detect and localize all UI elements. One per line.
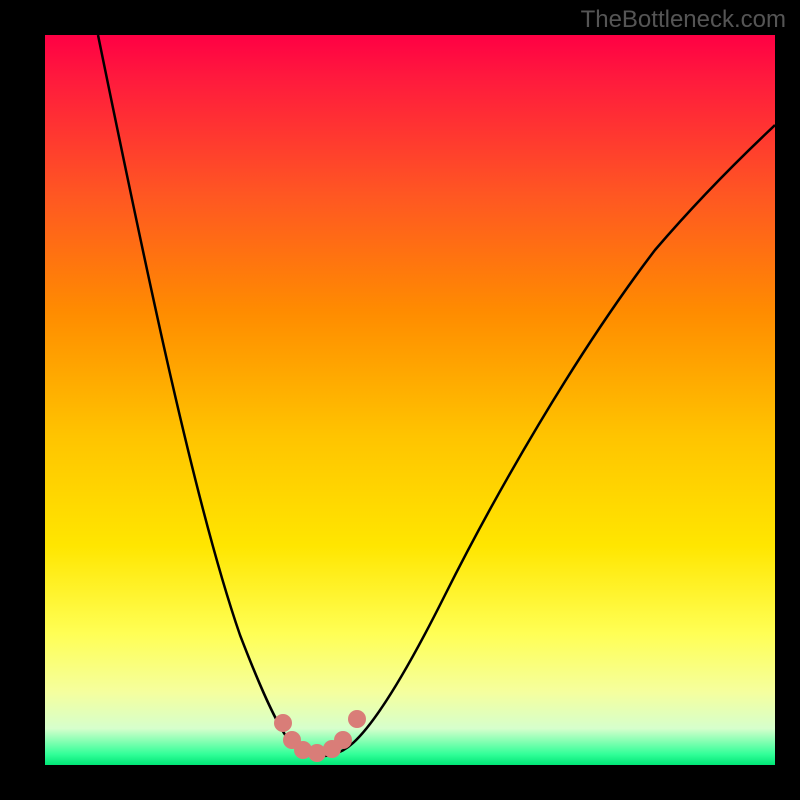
chart-root: TheBottleneck.com xyxy=(0,0,800,800)
curve-marker xyxy=(348,710,366,728)
curve-marker xyxy=(334,731,352,749)
curve-layer xyxy=(45,35,775,765)
curve-marker xyxy=(274,714,292,732)
bottleneck-curve xyxy=(98,35,775,756)
plot-area xyxy=(45,35,775,765)
curve-markers xyxy=(274,710,366,762)
watermark-text: TheBottleneck.com xyxy=(581,6,786,34)
